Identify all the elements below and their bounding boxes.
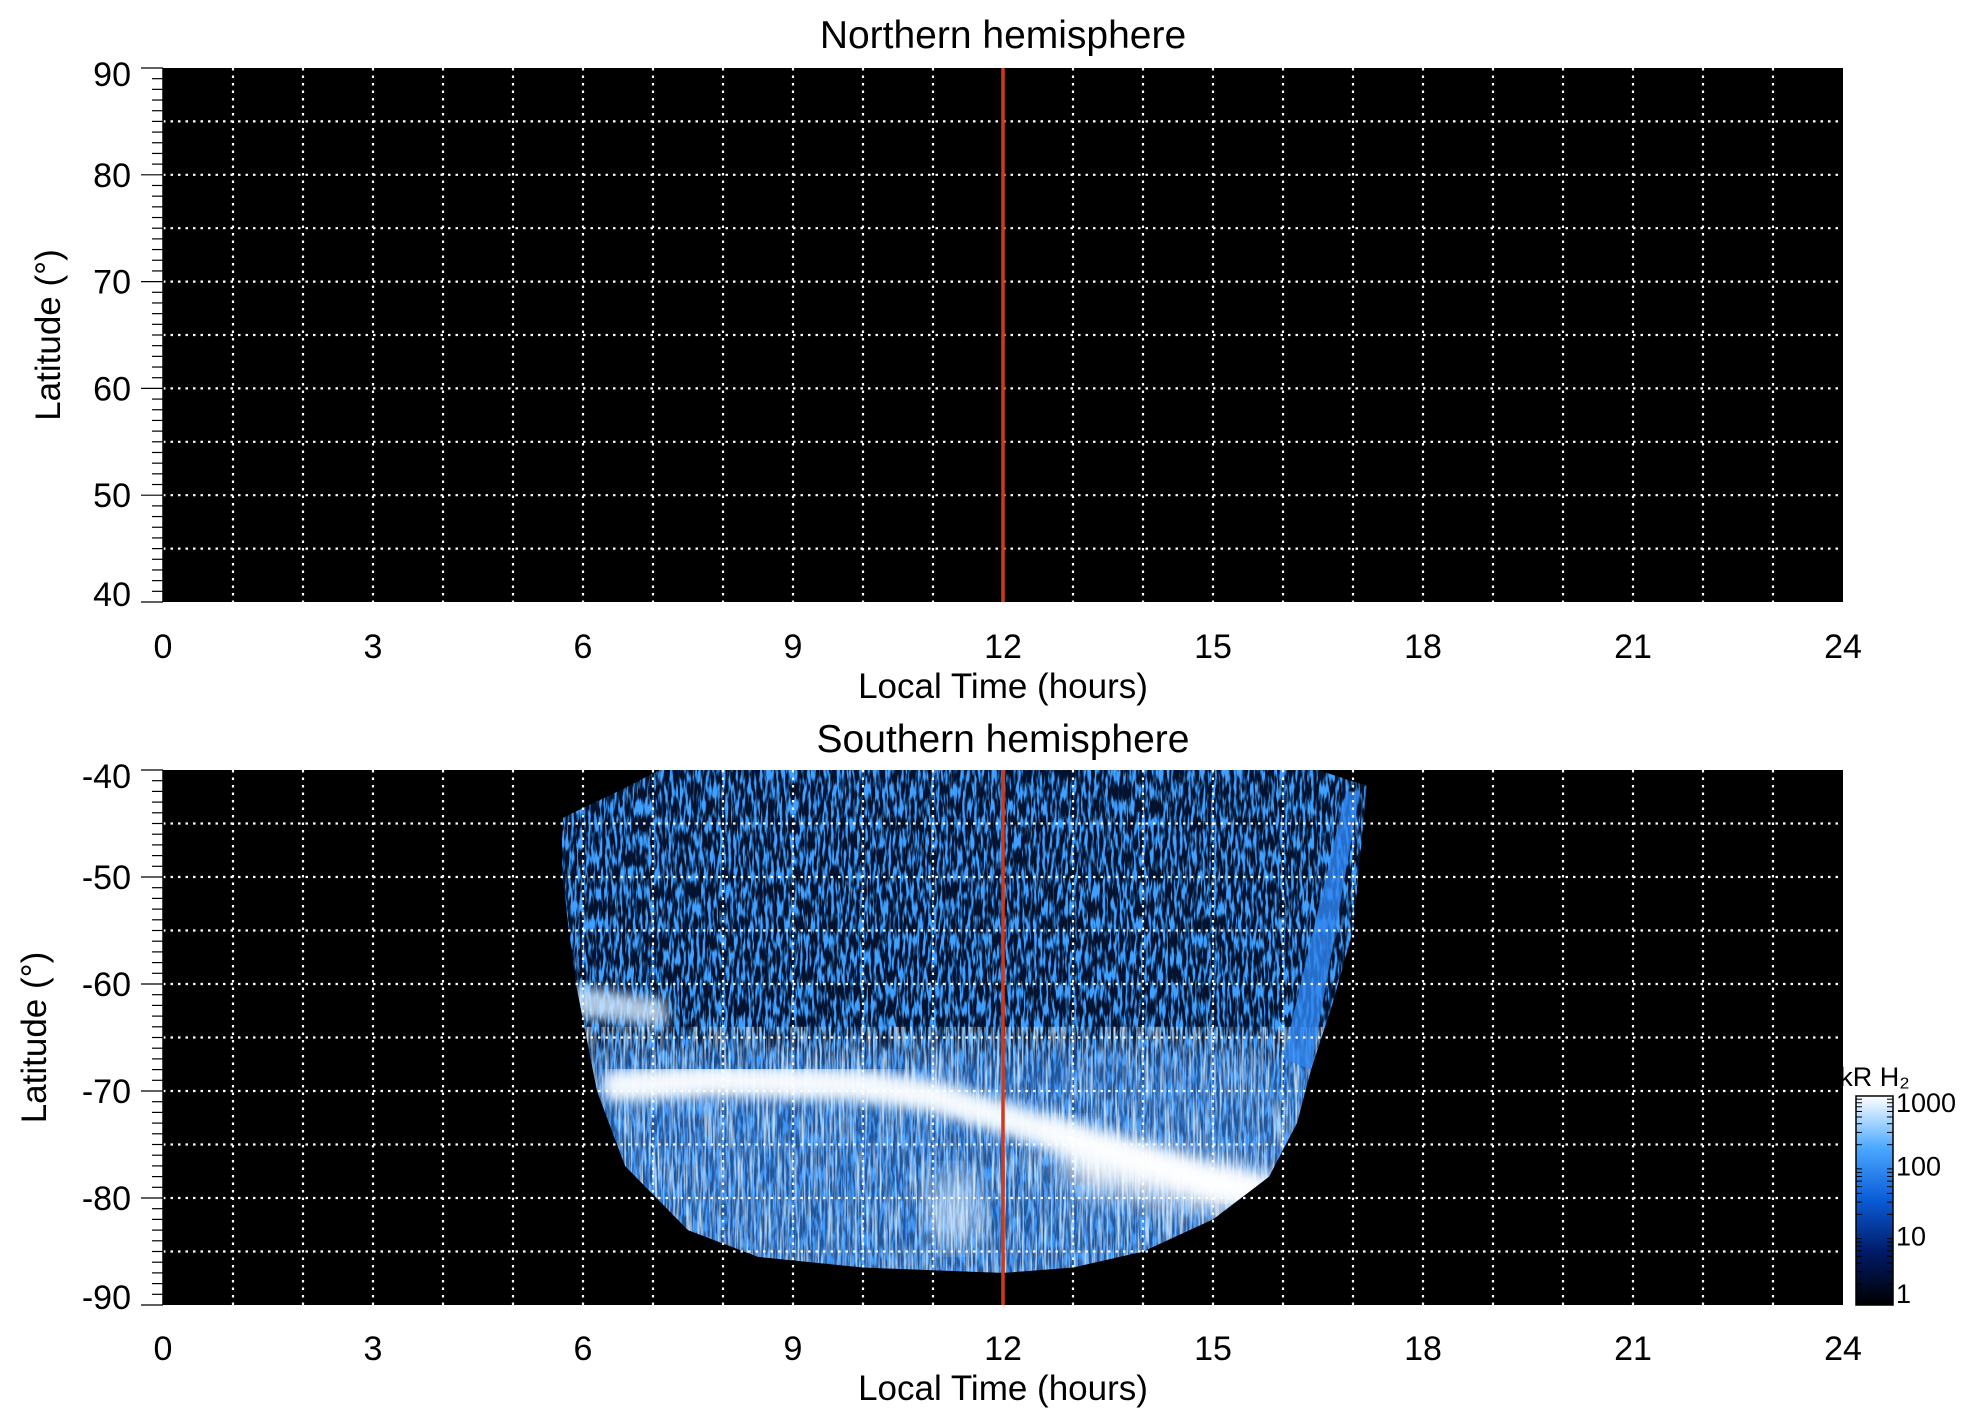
south-title: Southern hemisphere <box>817 718 1190 761</box>
y-tick-label: 90 <box>93 56 131 94</box>
y-tick-label: -50 <box>82 859 131 897</box>
emission-dusk-band <box>1038 1123 1269 1220</box>
y-tick-label: 50 <box>93 477 131 515</box>
y-tick-label: 80 <box>93 157 131 195</box>
x-tick-label: 0 <box>154 628 173 666</box>
south-auroral-emission <box>562 770 1367 1273</box>
north-axes: 40 50 60 70 80 90 0 3 6 9 12 15 18 21 24 <box>93 56 1862 666</box>
emission-clip-group <box>562 770 1367 1273</box>
y-tick-label: -70 <box>82 1073 131 1111</box>
south-x-axis-label: Local Time (hours) <box>858 1369 1148 1408</box>
colorbar: kR H₂ 1 10 100 1000 <box>1839 1062 1956 1309</box>
y-tick-label: 60 <box>93 370 131 408</box>
x-tick-label: 3 <box>364 1330 383 1368</box>
x-tick-label: 12 <box>984 1330 1022 1368</box>
x-tick-label: 21 <box>1614 628 1652 666</box>
x-tick-label: 15 <box>1194 1330 1232 1368</box>
colorbar-tick-label: 100 <box>1896 1152 1941 1182</box>
y-tick-label: 70 <box>93 264 131 302</box>
x-tick-label: 9 <box>784 628 803 666</box>
x-tick-label: 6 <box>574 628 593 666</box>
northern-hemisphere-panel: Northern hemisphere 40 50 60 70 80 90 0 3 6 9 12 15… <box>29 14 1862 706</box>
colorbar-label: kR H₂ <box>1839 1062 1909 1092</box>
x-tick-label: 3 <box>364 628 383 666</box>
x-tick-label: 15 <box>1194 628 1232 666</box>
x-tick-label: 12 <box>984 628 1022 666</box>
colorbar-tick-label: 10 <box>1896 1221 1926 1251</box>
colorbar-tick-label: 1000 <box>1896 1088 1956 1118</box>
x-tick-label: 18 <box>1404 1330 1442 1368</box>
north-title: Northern hemisphere <box>820 14 1186 57</box>
x-tick-label: 24 <box>1824 1330 1862 1368</box>
x-tick-label: 24 <box>1824 628 1862 666</box>
north-y-axis-label: Latitude (°) <box>29 249 68 421</box>
y-tick-label: 40 <box>93 576 131 614</box>
emission-dusk-limb <box>1283 791 1360 1070</box>
colorbar-tick-label: 1 <box>1896 1279 1911 1309</box>
north-x-axis-label: Local Time (hours) <box>858 667 1148 706</box>
x-tick-label: 21 <box>1614 1330 1652 1368</box>
southern-hemisphere-panel: Southern hemisphere -40 -50 -60 -70 -80 -90 0 3… <box>15 718 1862 1408</box>
emission-noon-patch <box>924 1168 984 1249</box>
y-tick-label: -40 <box>82 758 131 796</box>
emission-dawn-arc <box>569 984 667 1027</box>
y-tick-label: -90 <box>82 1279 131 1317</box>
x-tick-label: 0 <box>154 1330 173 1368</box>
x-tick-label: 18 <box>1404 628 1442 666</box>
south-axes: -40 -50 -60 -70 -80 -90 0 3 6 9 12 15 18 21 24 <box>82 758 1862 1368</box>
x-tick-label: 9 <box>784 1330 803 1368</box>
colorbar-bar <box>1855 1095 1894 1306</box>
south-y-axis-label: Latitude (°) <box>15 952 54 1124</box>
x-tick-label: 6 <box>574 1330 593 1368</box>
y-tick-label: -60 <box>82 966 131 1004</box>
y-tick-label: -80 <box>82 1180 131 1218</box>
